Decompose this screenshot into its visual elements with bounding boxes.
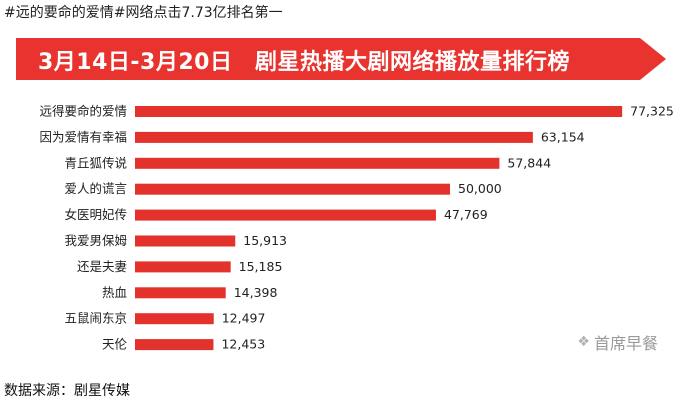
bar bbox=[135, 183, 450, 195]
bar bbox=[135, 157, 500, 169]
value-label: 14,398 bbox=[234, 285, 278, 300]
bar bbox=[135, 209, 436, 221]
category-label: 天伦 bbox=[102, 337, 128, 352]
value-label: 15,913 bbox=[243, 233, 287, 248]
value-label: 77,325 bbox=[630, 104, 674, 119]
category-label: 还是夫妻 bbox=[77, 259, 127, 274]
banner-shape bbox=[16, 38, 666, 80]
category-label: 女医明妃传 bbox=[64, 207, 127, 222]
value-label: 63,154 bbox=[541, 129, 585, 144]
bar bbox=[135, 287, 226, 299]
value-label: 50,000 bbox=[458, 181, 502, 196]
category-label: 我爱男保姆 bbox=[64, 233, 127, 248]
source-note: 数据来源：剧星传媒 bbox=[4, 383, 130, 399]
category-label: 青丘狐传说 bbox=[64, 155, 127, 170]
category-label: 因为爱情有幸福 bbox=[39, 129, 127, 144]
value-label: 15,185 bbox=[239, 259, 283, 274]
category-label: 五鼠闹东京 bbox=[64, 311, 127, 326]
bar bbox=[135, 235, 236, 247]
bar bbox=[135, 261, 231, 273]
value-label: 12,453 bbox=[221, 337, 265, 352]
value-label: 47,769 bbox=[444, 207, 488, 222]
watermark: ❖ 首席早餐 bbox=[577, 330, 658, 354]
value-label: 12,497 bbox=[222, 311, 266, 326]
category-label: 爱人的谎言 bbox=[64, 181, 127, 196]
bar bbox=[135, 131, 533, 143]
category-label: 热血 bbox=[102, 285, 127, 300]
bar-chart: 远得要命的爱情 77,325 因为爱情有幸福 63,154 青丘狐传说 57,844 爱人的… bbox=[39, 104, 674, 352]
value-label: 57,844 bbox=[507, 155, 551, 170]
wechat-icon: ❖ bbox=[577, 334, 590, 350]
category-label: 远得要命的爱情 bbox=[39, 104, 127, 119]
bar bbox=[135, 313, 214, 325]
chart-banner: 3月14日-3月20日 剧星热播大剧网络播放量排行榜 bbox=[16, 38, 666, 80]
top-caption: #远的要命的爱情#网络点击7.73亿排名第一 bbox=[4, 5, 283, 21]
chart-card: 3月14日-3月20日 剧星热播大剧网络播放量排行榜 远得要命的爱情 77,325… bbox=[8, 26, 678, 378]
bar bbox=[135, 106, 623, 117]
bar bbox=[135, 339, 214, 351]
watermark-text: 首席早餐 bbox=[593, 334, 658, 353]
chart-title: 3月14日-3月20日 剧星热播大剧网络播放量排行榜 bbox=[38, 50, 570, 75]
